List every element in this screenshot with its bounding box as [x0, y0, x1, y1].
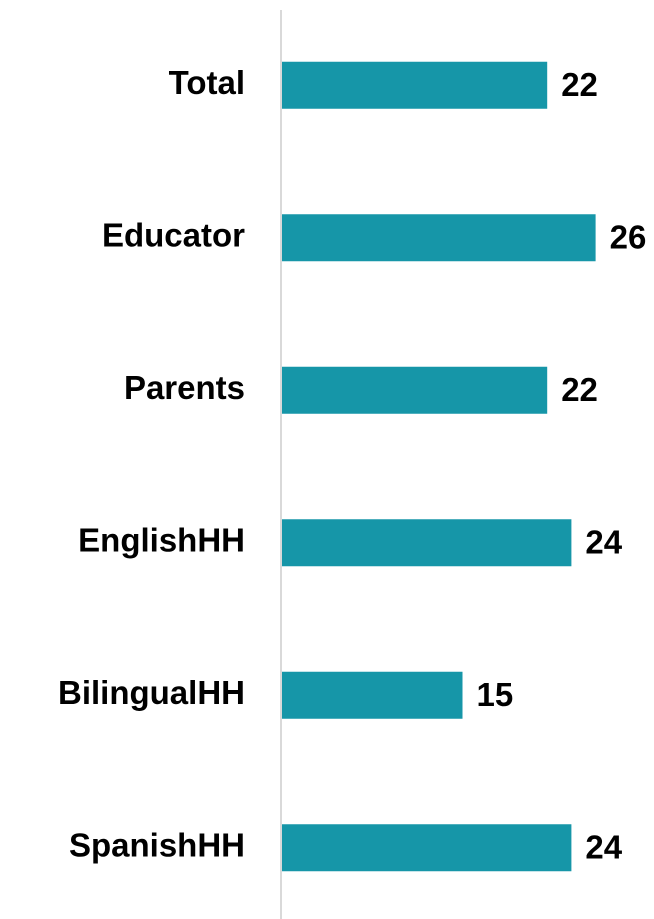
- value-label: 15: [477, 676, 514, 713]
- category-label: EnglishHH: [78, 521, 245, 558]
- value-label: 26: [610, 218, 647, 255]
- value-label: 24: [585, 523, 622, 560]
- category-label: Educator: [102, 216, 245, 253]
- bar: [282, 519, 572, 567]
- category-label: Parents: [124, 369, 245, 406]
- bar: [282, 671, 463, 719]
- category-label: Total: [169, 64, 245, 101]
- value-label: 22: [561, 66, 598, 103]
- category-label: BilingualHH: [58, 674, 245, 711]
- bar: [282, 214, 596, 262]
- bar: [282, 366, 548, 414]
- value-label: 24: [585, 828, 622, 865]
- bar: [282, 61, 548, 109]
- value-label: 22: [561, 371, 598, 408]
- category-label: SpanishHH: [69, 826, 245, 863]
- bar: [282, 824, 572, 872]
